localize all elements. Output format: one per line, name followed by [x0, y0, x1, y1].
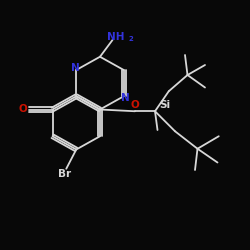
Text: Br: Br	[58, 169, 71, 179]
Text: N: N	[71, 63, 80, 73]
Text: Si: Si	[159, 100, 170, 110]
Text: O: O	[19, 104, 28, 115]
Text: N: N	[120, 93, 130, 103]
Text: NH: NH	[108, 32, 125, 42]
Text: O: O	[130, 100, 140, 110]
Text: 2: 2	[129, 36, 134, 42]
